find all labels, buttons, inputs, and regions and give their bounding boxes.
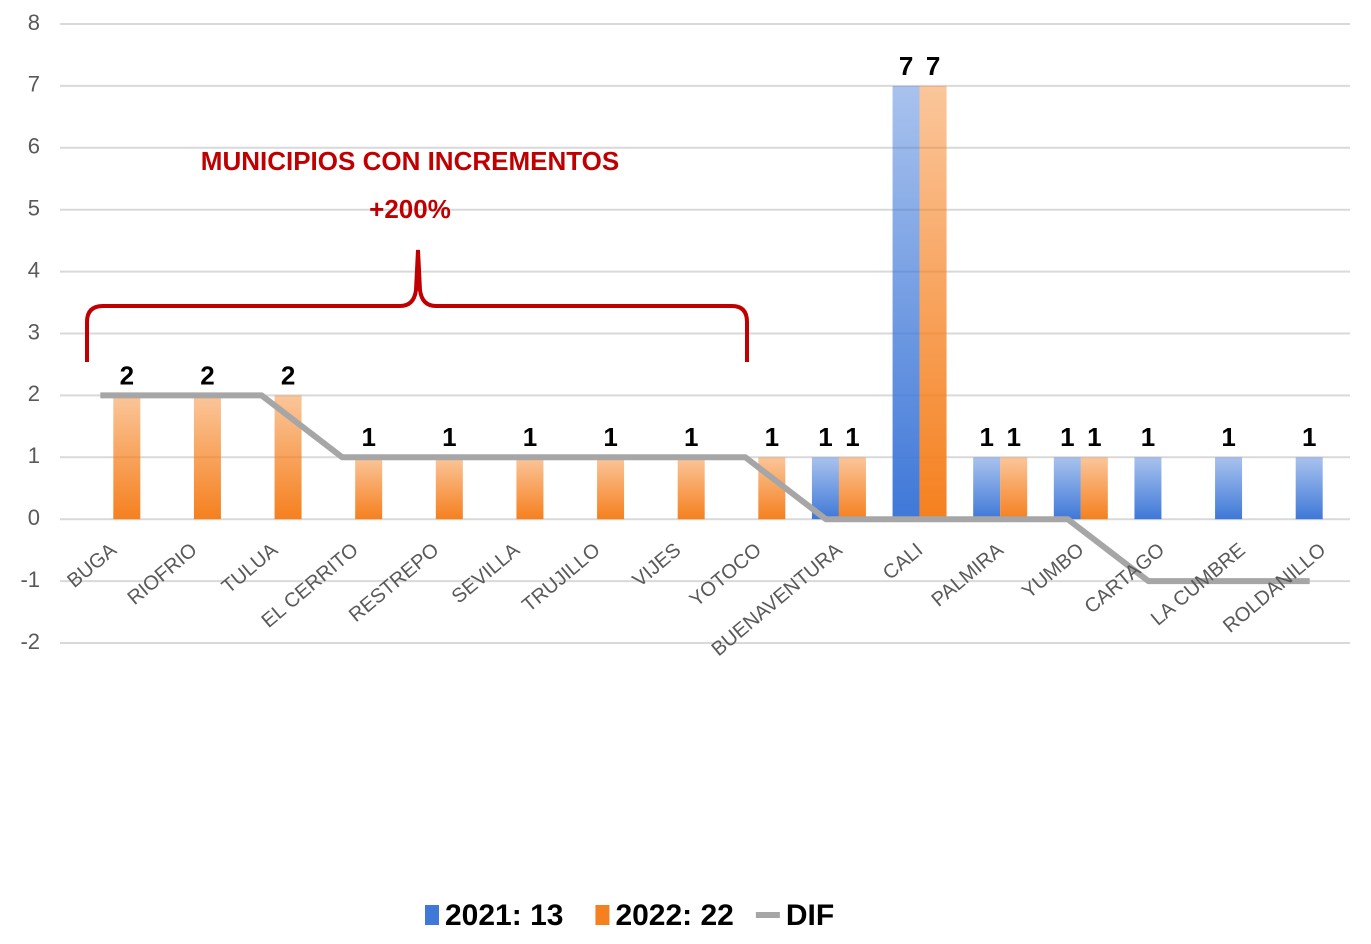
value-label: 1 xyxy=(1087,422,1101,452)
value-label: 2 xyxy=(200,360,214,390)
value-label: 1 xyxy=(1141,422,1155,452)
y-tick-label: 5 xyxy=(28,196,40,221)
annotation: +200% xyxy=(369,194,451,224)
bar xyxy=(113,395,141,520)
bar xyxy=(355,457,383,520)
legend-label: 2021: 13 xyxy=(445,899,563,932)
bar xyxy=(838,457,866,520)
y-tick-label: 4 xyxy=(28,257,40,282)
y-tick-label: -1 xyxy=(20,567,40,592)
bar xyxy=(597,457,625,520)
annotation: MUNICIPIOS CON INCREMENTOS xyxy=(201,146,619,176)
legend: 2021: 13 2022: 22 DIF xyxy=(425,899,834,932)
y-tick-label: 6 xyxy=(28,134,40,159)
lines xyxy=(100,392,1310,585)
bar xyxy=(973,457,1001,520)
y-tick-label: 7 xyxy=(28,72,40,97)
brace xyxy=(85,249,749,362)
value-label: 2 xyxy=(281,360,295,390)
value-label: 1 xyxy=(765,422,779,452)
bar xyxy=(516,457,544,520)
value-label: 1 xyxy=(818,422,832,452)
legend-swatch xyxy=(595,905,610,925)
x-tick-label: RESTREPO xyxy=(345,539,443,627)
bar xyxy=(1134,457,1162,520)
x-tick-label: RIOFRIO xyxy=(124,539,202,609)
value-label: 1 xyxy=(684,422,698,452)
bar xyxy=(1215,457,1243,520)
x-tick-label: YUMBO xyxy=(1018,539,1088,603)
value-label: 1 xyxy=(845,422,859,452)
legend-label: DIF xyxy=(786,899,834,932)
bar xyxy=(1053,457,1081,520)
value-label: 7 xyxy=(899,51,913,81)
x-tick-label: YOTOCO xyxy=(686,539,766,611)
bar xyxy=(677,457,705,520)
y-tick-label: 1 xyxy=(28,443,40,468)
value-label: 1 xyxy=(361,422,375,452)
x-tick-label: TULUA xyxy=(218,539,283,598)
value-label: 2 xyxy=(120,360,134,390)
line xyxy=(100,392,1310,585)
x-tick-label: TRUJILLO xyxy=(518,539,605,617)
x-tick-label: SEVILLA xyxy=(448,539,525,608)
y-tick-label: 3 xyxy=(28,319,40,344)
bar xyxy=(1080,457,1108,520)
value-label: 7 xyxy=(926,51,940,81)
bar xyxy=(1295,457,1323,520)
x-tick-label: PALMIRA xyxy=(928,539,1009,612)
bar xyxy=(892,85,920,520)
y-tick-label: -2 xyxy=(20,629,40,654)
bar xyxy=(193,395,221,520)
bar xyxy=(435,457,463,520)
bar xyxy=(1000,457,1028,520)
legend-swatch xyxy=(425,905,439,925)
value-label: 1 xyxy=(523,422,537,452)
value-label: 1 xyxy=(1302,422,1316,452)
value-label: 1 xyxy=(1221,422,1235,452)
bars xyxy=(113,85,1323,520)
value-label: 1 xyxy=(1006,422,1020,452)
y-tick-label: 0 xyxy=(28,505,40,530)
value-label: 1 xyxy=(442,422,456,452)
x-tick-label: VIJES xyxy=(629,539,686,592)
value-label: 1 xyxy=(1060,422,1074,452)
value-label: 1 xyxy=(603,422,617,452)
x-tick-label: BUGA xyxy=(63,539,121,593)
x-tick-label: CALI xyxy=(879,539,927,584)
y-tick-label: 8 xyxy=(28,10,40,35)
legend-label: 2022: 22 xyxy=(615,899,733,932)
y-tick-label: 2 xyxy=(28,381,40,406)
value-label: 1 xyxy=(979,422,993,452)
bar xyxy=(919,85,947,520)
